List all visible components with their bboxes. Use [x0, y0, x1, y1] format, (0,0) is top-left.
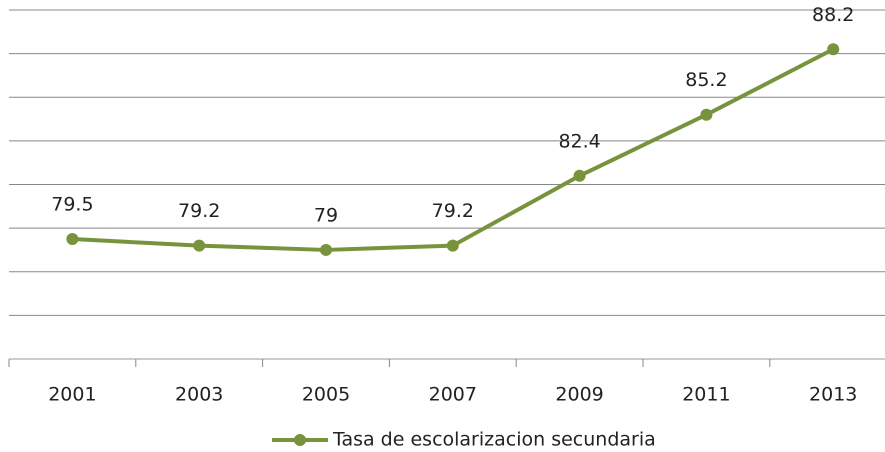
data-point — [446, 239, 459, 252]
data-point — [827, 43, 840, 56]
x-tick-label: 2005 — [302, 384, 350, 406]
legend-marker — [294, 434, 306, 446]
x-tick-label: 2003 — [175, 384, 223, 406]
legend-label: Tasa de escolarizacion secundaria — [332, 429, 656, 451]
data-point — [573, 169, 586, 182]
data-label: 79.2 — [432, 200, 474, 222]
x-tick-label: 2013 — [809, 384, 857, 406]
data-point — [320, 243, 332, 256]
data-label: 85.2 — [685, 69, 727, 91]
x-tick-label: 2009 — [555, 384, 603, 406]
data-label: 82.4 — [558, 130, 600, 152]
data-label: 79.2 — [178, 200, 220, 222]
x-tick-label: 2011 — [682, 384, 730, 406]
data-point — [66, 233, 79, 246]
data-label: 88.2 — [812, 4, 854, 26]
data-label: 79 — [314, 204, 338, 226]
data-point — [193, 239, 206, 252]
data-point — [700, 108, 713, 121]
data-label: 79.5 — [51, 194, 93, 216]
x-tick-label: 2007 — [429, 384, 477, 406]
x-tick-label: 2001 — [48, 384, 96, 406]
